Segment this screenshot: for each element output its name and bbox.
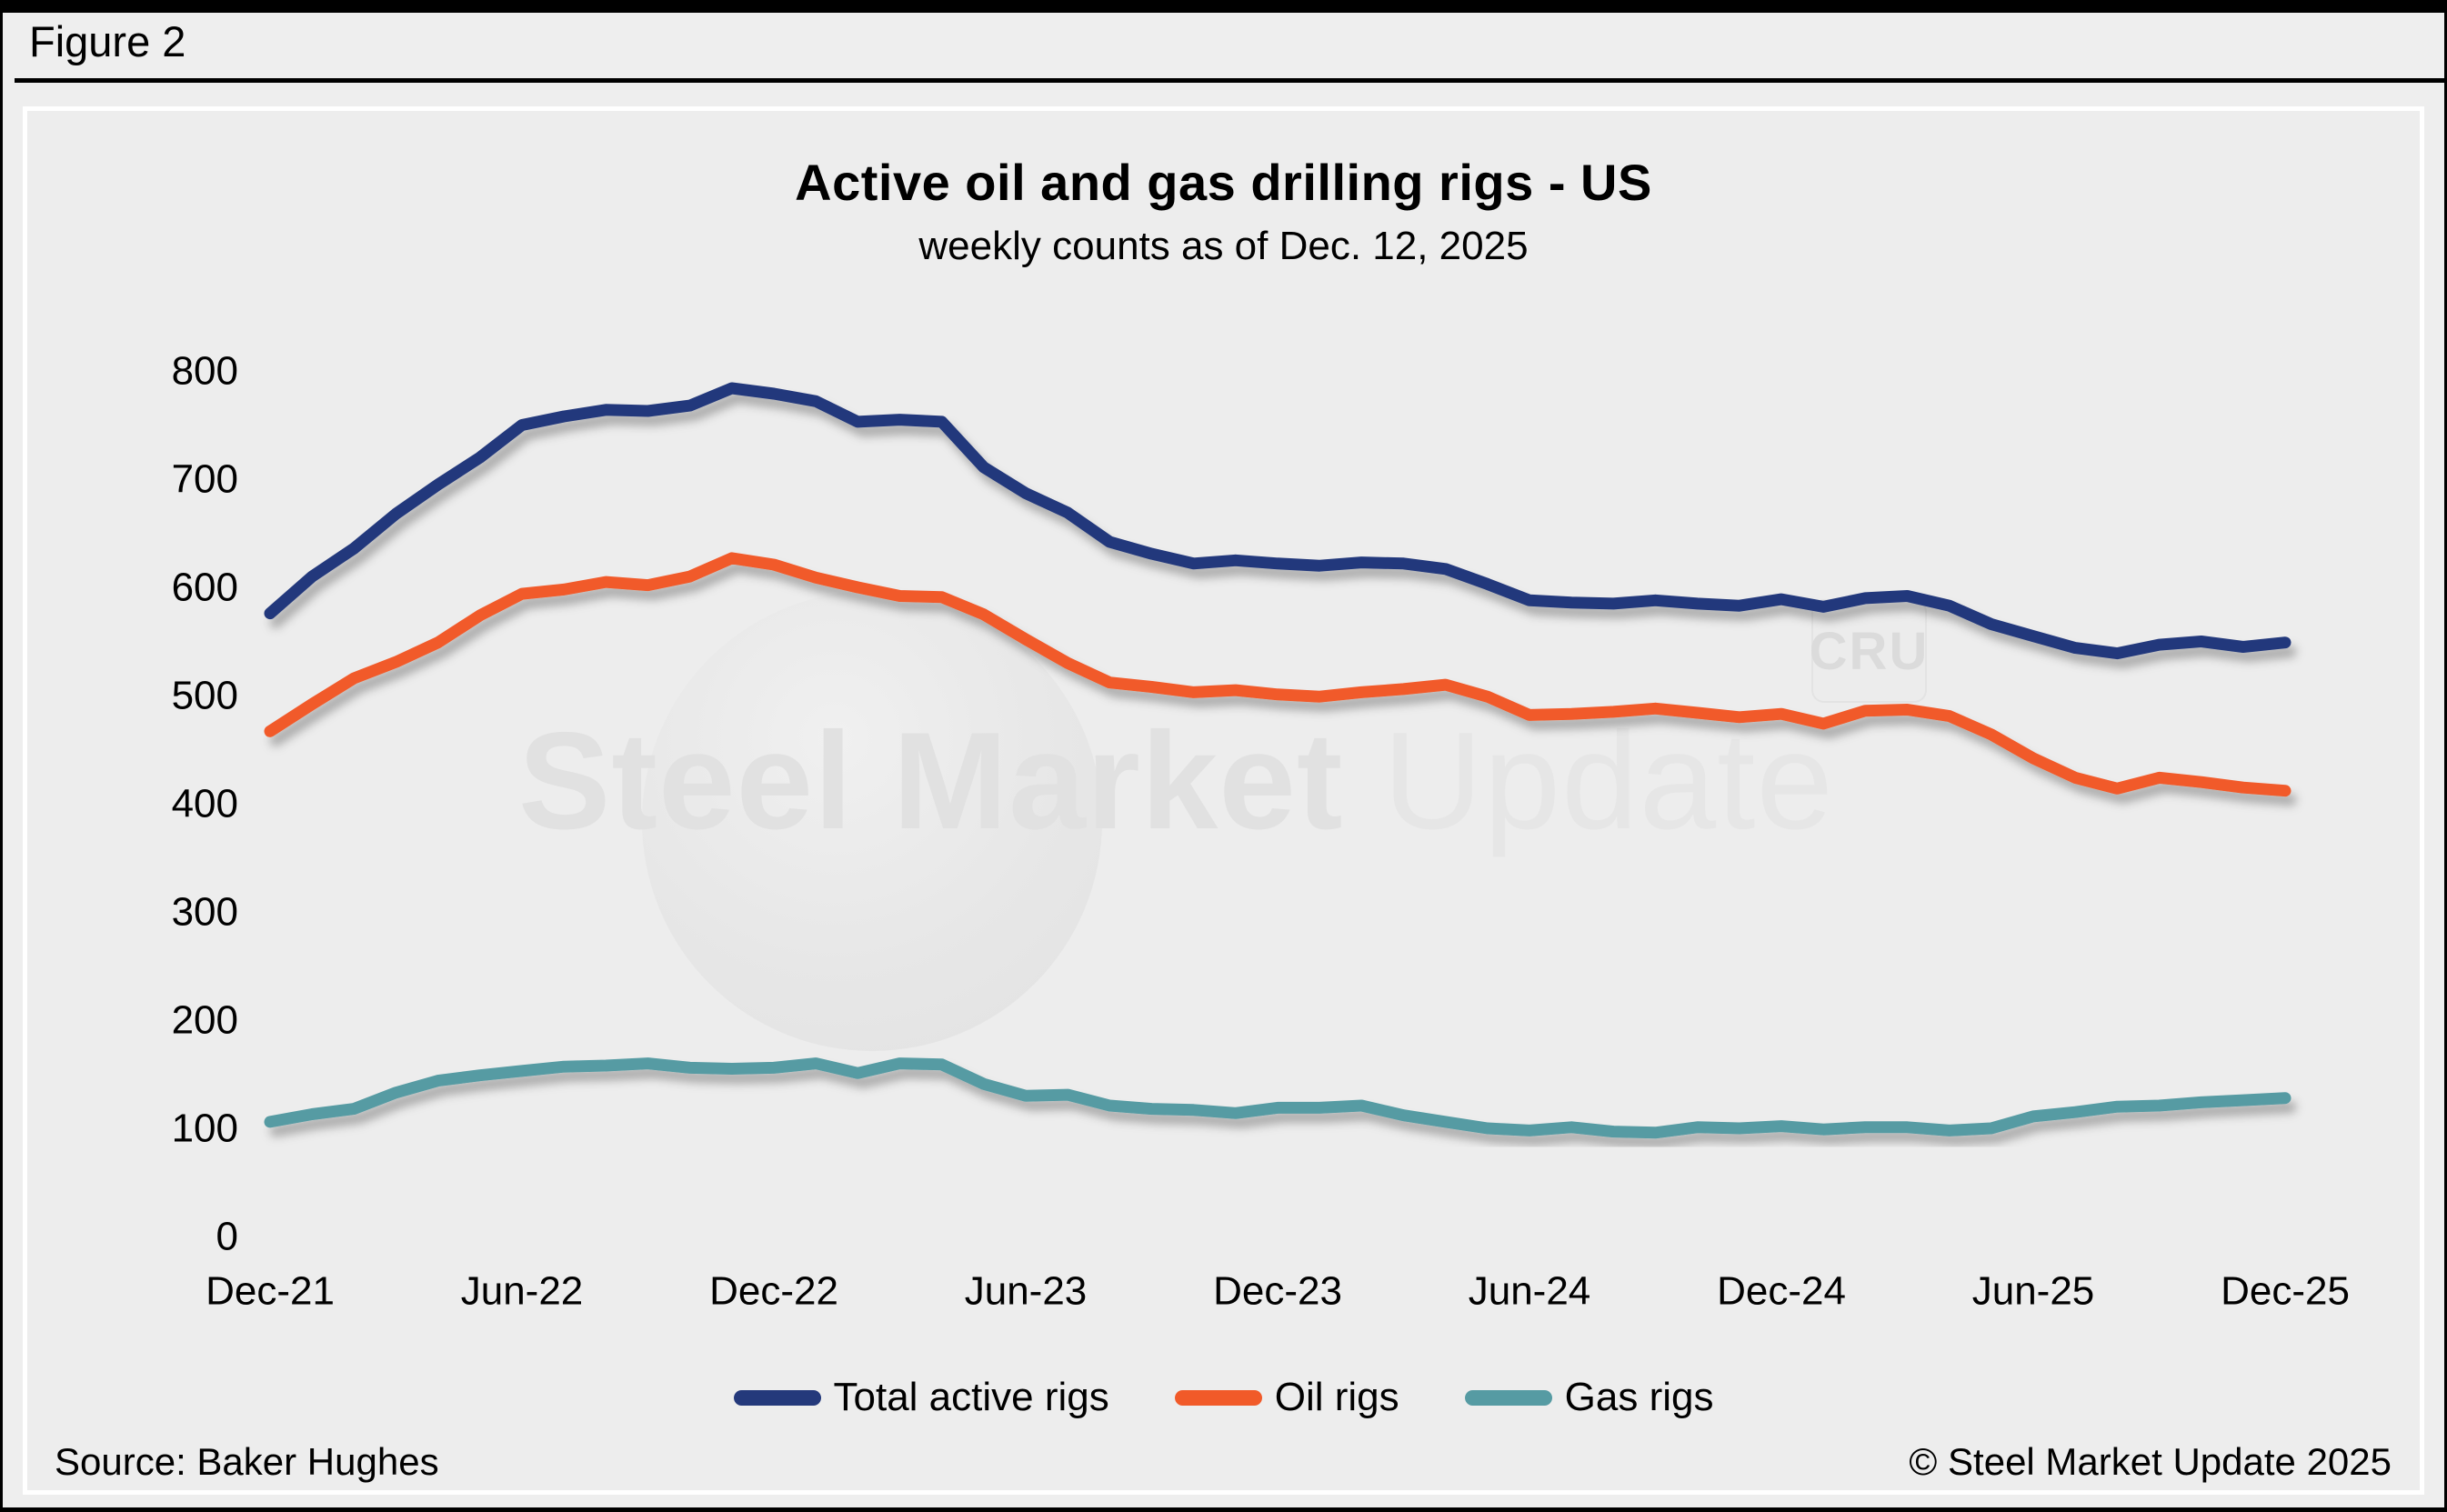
top-border [0,0,2447,13]
smu-watermark-text-update: Update [1382,704,1834,858]
legend-label: Total active rigs [833,1375,1109,1419]
smu-watermark-text-light [1344,704,1383,858]
legend-swatch [1174,1389,1262,1406]
legend-label: Oil rigs [1274,1375,1399,1419]
header-rule [15,78,2447,83]
left-border [0,0,3,1512]
smu-watermark-text: Steel Market Update [518,702,1882,861]
legend-item-oil-rigs: Oil rigs [1174,1375,1399,1420]
bottom-border [0,1507,2447,1512]
smu-watermark-text-bold: Steel Market [518,704,1344,858]
source-note: Source: Baker Hughes [55,1440,439,1483]
chart-subtitle: weekly counts as of Dec. 12, 2025 [918,224,1529,268]
cru-logo-text: CRU [1809,621,1930,681]
chart-title: Active oil and gas drilling rigs - US [795,154,1652,211]
chart-legend: Total active rigs Oil rigs Gas rigs [733,1375,1714,1420]
right-border [2444,0,2447,1512]
cru-logo-badge: CRU [1809,599,1930,703]
legend-swatch [733,1389,821,1406]
legend-swatch [1464,1389,1552,1406]
chart-panel [23,106,2424,1495]
legend-item-total-active-rigs: Total active rigs [733,1375,1109,1420]
copyright-note: © Steel Market Update 2025 [1909,1440,2392,1483]
figure-label: Figure 2 [29,17,186,65]
legend-item-gas-rigs: Gas rigs [1464,1375,1714,1420]
legend-label: Gas rigs [1564,1375,1714,1419]
